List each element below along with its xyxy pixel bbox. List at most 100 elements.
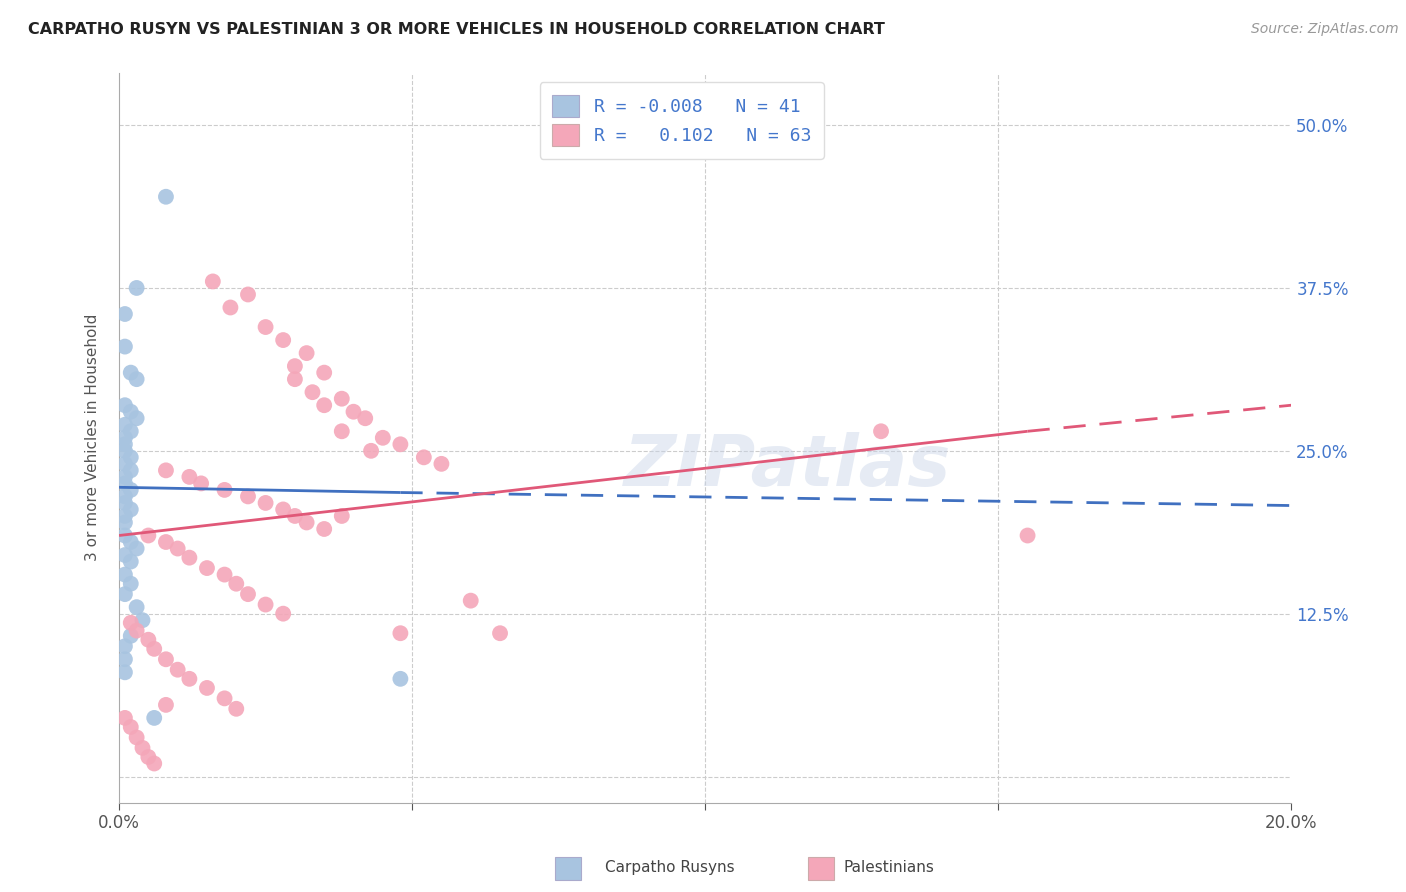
Point (489, 626, 512, 640)
Point (114, 443, 136, 458)
Text: Carpatho Rusyns: Carpatho Rusyns (605, 861, 734, 875)
Point (301, 385, 323, 400)
Point (214, 483, 236, 497)
Point (120, 555, 142, 569)
Point (125, 624, 148, 638)
Point (143, 641, 166, 656)
Point (114, 665, 136, 680)
Point (120, 535, 142, 549)
Point (155, 652, 177, 666)
Point (138, 632, 160, 647)
Point (389, 437, 412, 451)
Point (120, 463, 142, 477)
Point (114, 457, 136, 471)
Point (131, 740, 153, 755)
Text: CARPATHO RUSYN VS PALESTINIAN 3 OR MORE VEHICLES IN HOUSEHOLD CORRELATION CHART: CARPATHO RUSYN VS PALESTINIAN 3 OR MORE … (28, 22, 884, 37)
Point (120, 366, 142, 380)
Point (120, 629, 142, 643)
Point (114, 516, 136, 530)
Point (125, 372, 148, 386)
Point (354, 411, 377, 425)
Point (201, 275, 224, 289)
Point (114, 567, 136, 582)
Point (219, 301, 242, 315)
Point (114, 587, 136, 601)
Point (114, 652, 136, 666)
Point (179, 672, 201, 686)
Point (342, 405, 364, 419)
Point (120, 483, 142, 497)
Point (360, 443, 382, 458)
Point (138, 750, 160, 764)
Text: Source: ZipAtlas.com: Source: ZipAtlas.com (1251, 22, 1399, 37)
Point (114, 417, 136, 432)
Point (430, 457, 453, 471)
Point (330, 392, 353, 406)
Point (155, 535, 177, 549)
Point (371, 431, 394, 445)
Point (314, 366, 336, 380)
Point (870, 424, 893, 438)
Point (284, 372, 307, 386)
Point (120, 424, 142, 438)
Point (214, 567, 236, 582)
Point (179, 470, 201, 484)
Point (120, 720, 142, 734)
Point (195, 681, 218, 695)
Point (412, 450, 434, 465)
Point (236, 287, 259, 301)
Point (114, 470, 136, 484)
Point (284, 359, 307, 373)
Point (389, 626, 412, 640)
Point (114, 490, 136, 504)
Point (155, 463, 177, 477)
Point (125, 541, 148, 556)
Point (314, 398, 336, 412)
Point (114, 431, 136, 445)
Point (254, 496, 277, 510)
Point (236, 490, 259, 504)
Point (254, 598, 277, 612)
Point (114, 437, 136, 451)
Point (114, 307, 136, 321)
Point (284, 508, 307, 523)
Point (114, 508, 136, 523)
Point (114, 398, 136, 412)
Legend: R = -0.008   N = 41, R =   0.102   N = 63: R = -0.008 N = 41, R = 0.102 N = 63 (540, 82, 824, 159)
Point (195, 561, 218, 575)
Point (236, 587, 259, 601)
Point (120, 576, 142, 591)
Text: Palestinians: Palestinians (844, 861, 935, 875)
Point (225, 576, 247, 591)
Point (1017, 528, 1039, 542)
Point (254, 320, 277, 334)
Point (125, 731, 148, 745)
Point (389, 672, 412, 686)
Point (179, 550, 201, 565)
Y-axis label: 3 or more Vehicles in Household: 3 or more Vehicles in Household (86, 314, 100, 561)
Point (114, 639, 136, 653)
Point (114, 528, 136, 542)
Point (214, 691, 236, 706)
Point (143, 711, 166, 725)
Point (114, 711, 136, 725)
Point (330, 424, 353, 438)
Point (155, 190, 177, 204)
Point (314, 522, 336, 536)
Point (125, 281, 148, 295)
Point (295, 516, 318, 530)
Point (225, 702, 247, 716)
Point (166, 541, 188, 556)
Text: ZIPatlas: ZIPatlas (624, 433, 950, 501)
Point (114, 476, 136, 491)
Point (120, 615, 142, 630)
Point (114, 496, 136, 510)
Point (271, 333, 294, 347)
Point (120, 502, 142, 516)
Point (190, 476, 212, 491)
Point (114, 548, 136, 562)
Point (131, 613, 153, 627)
Point (271, 502, 294, 516)
Point (460, 593, 482, 607)
Point (120, 405, 142, 419)
